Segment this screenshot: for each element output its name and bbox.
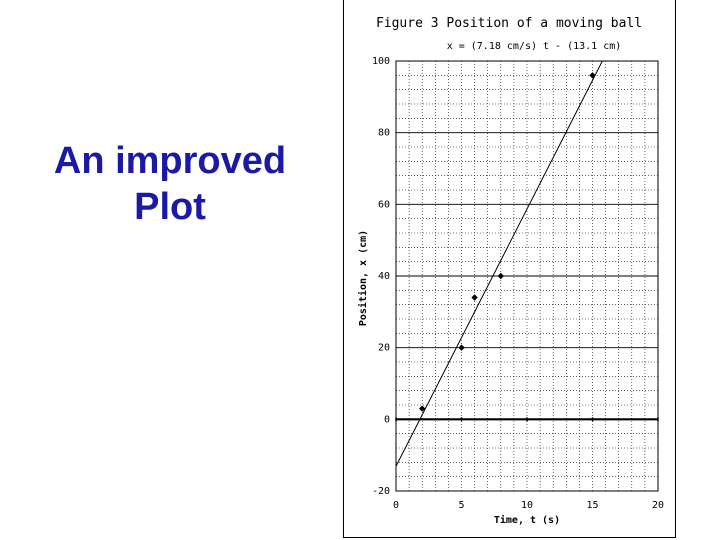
chart-subtitle: x = (7.18 cm/s) t - (13.1 cm) [447, 41, 622, 52]
x-tick-label: 0 [393, 500, 399, 511]
y-axis-label: Position, x (cm) [357, 230, 369, 326]
x-tick-label: 10 [521, 500, 533, 511]
fit-line [395, 60, 603, 467]
data-point [497, 272, 504, 280]
x-axis-label: Time, t (s) [494, 514, 560, 526]
slide-title-line-1: An improved [53, 140, 287, 182]
chart-frame [343, 0, 676, 538]
data-point [471, 294, 478, 301]
data-point [589, 72, 596, 79]
y-tick-label: 0 [384, 414, 390, 425]
y-tick-label: 80 [378, 128, 390, 139]
x-tick-label: 20 [652, 500, 664, 511]
y-tick-label: 60 [378, 199, 390, 210]
y-tick-label: 20 [378, 343, 390, 354]
x-tick-label: 15 [586, 500, 598, 511]
x-tick-label: 5 [458, 500, 464, 511]
data-point [419, 405, 426, 412]
slide-title-line-2: Plot [134, 186, 206, 228]
y-tick-label: -20 [372, 486, 390, 497]
y-tick-label: 40 [378, 271, 390, 282]
slide-title: An improved Plot [20, 138, 320, 230]
y-tick-label: 100 [372, 56, 390, 67]
data-point [458, 344, 465, 351]
chart-title: Figure 3 Position of a moving ball [376, 16, 642, 31]
plot-border [395, 60, 659, 492]
